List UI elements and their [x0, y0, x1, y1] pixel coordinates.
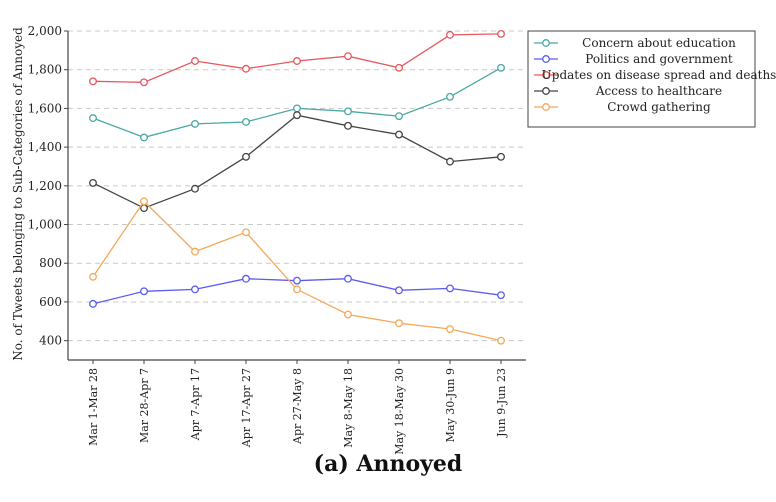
data-point	[344, 274, 352, 283]
legend-swatch-marker	[542, 87, 550, 95]
y-tick-label: 1,400	[28, 140, 62, 154]
x-tick-label: Mar 1-Mar 28	[87, 368, 100, 446]
x-tick-label: Jun 9-Jun 23	[495, 368, 508, 438]
gridlines	[68, 30, 526, 342]
data-point	[242, 152, 250, 161]
data-point	[191, 57, 199, 65]
data-point	[140, 287, 148, 296]
y-tick-label: 2,000	[28, 24, 62, 38]
data-point	[497, 291, 505, 300]
data-point	[89, 299, 97, 308]
legend-entry: Access to healthcare	[534, 84, 722, 98]
x-tick-label: Mar 28-Apr 7	[138, 368, 151, 443]
y-axis-label: No. of Tweets belonging to Sub-Categorie…	[11, 27, 25, 361]
x-tick-label: Apr 27-May 8	[291, 368, 304, 445]
data-point	[497, 152, 505, 161]
data-point	[497, 63, 505, 72]
data-point	[395, 286, 403, 295]
data-point	[446, 325, 454, 333]
data-point	[191, 285, 199, 294]
data-point	[242, 64, 250, 73]
series-line	[92, 114, 502, 209]
legend-label: Politics and government	[585, 52, 733, 66]
legend-box	[527, 30, 756, 128]
data-point	[89, 272, 97, 281]
data-point	[140, 133, 148, 142]
x-tick-label: Apr 7-Apr 17	[189, 368, 202, 441]
x-ticks: Mar 1-Mar 28 Mar 28-Apr 7 Apr 7-Apr 17 Apr …	[87, 360, 508, 455]
data-point	[395, 112, 403, 121]
data-point	[497, 336, 505, 345]
legend-label: Access to healthcare	[595, 84, 722, 98]
legend-swatch-marker	[542, 55, 550, 63]
data-point	[242, 118, 250, 126]
x-tick-label: May 18-May 30	[393, 368, 406, 455]
series-1	[89, 274, 505, 308]
y-ticks: 400 600 800 1,000 1,200 1,400 1,600 1,800 2,000	[28, 24, 68, 348]
axes	[67, 31, 526, 361]
y-tick-label: 600	[39, 295, 62, 309]
data-point	[293, 57, 301, 65]
x-tick-label: May 8-May 18	[342, 368, 355, 448]
x-tick-label: Apr 17-Apr 27	[240, 368, 253, 448]
data-point	[242, 274, 250, 283]
data-point	[293, 276, 301, 285]
legend-label: Concern about education	[582, 36, 736, 50]
legend-entry: Crowd gathering	[534, 100, 711, 114]
data-point	[344, 121, 352, 130]
data-point	[89, 77, 97, 86]
series-line	[92, 200, 502, 342]
series-4	[89, 197, 505, 345]
series-2	[89, 29, 505, 87]
data-point	[293, 111, 301, 120]
data-point	[446, 30, 454, 39]
legend: Concern about education Politics and gove…	[527, 30, 776, 128]
data-point	[446, 157, 454, 166]
data-point	[446, 92, 454, 101]
y-tick-label: 1,200	[28, 179, 62, 193]
legend-entry: Concern about education	[534, 36, 736, 50]
data-point	[395, 319, 403, 328]
figure-caption: (a) Annoyed	[314, 451, 463, 477]
data-point	[395, 130, 403, 139]
y-tick-label: 400	[39, 334, 62, 348]
y-tick-label: 800	[39, 256, 62, 270]
y-tick-label: 1,800	[28, 63, 62, 77]
y-tick-label: 1,600	[28, 101, 62, 115]
data-point	[191, 247, 199, 256]
data-point	[497, 29, 505, 38]
legend-swatch-marker	[542, 103, 550, 111]
legend-label: Updates on disease spread and deaths	[542, 68, 776, 82]
data-point	[293, 285, 301, 294]
legend-entry: Politics and government	[534, 52, 733, 66]
data-point	[344, 52, 352, 61]
data-point	[140, 78, 148, 87]
data-point	[89, 178, 97, 187]
series-group	[89, 29, 505, 345]
legend-swatch-marker	[542, 39, 550, 47]
legend-entry: Updates on disease spread and deaths	[534, 68, 776, 82]
data-point	[344, 310, 352, 319]
data-point	[293, 104, 301, 113]
data-point	[242, 228, 250, 237]
y-tick-label: 1,000	[28, 218, 62, 232]
data-point	[344, 107, 352, 116]
data-point	[395, 63, 403, 72]
data-point	[191, 119, 199, 128]
legend-label: Crowd gathering	[607, 100, 711, 114]
series-0	[89, 63, 505, 142]
x-tick-label: May 30-Jun 9	[444, 368, 457, 442]
legend-swatch-marker	[542, 71, 550, 79]
series-3	[89, 111, 505, 213]
data-point	[446, 284, 454, 293]
data-point	[140, 197, 148, 206]
data-point	[191, 184, 199, 193]
data-point	[89, 114, 97, 123]
